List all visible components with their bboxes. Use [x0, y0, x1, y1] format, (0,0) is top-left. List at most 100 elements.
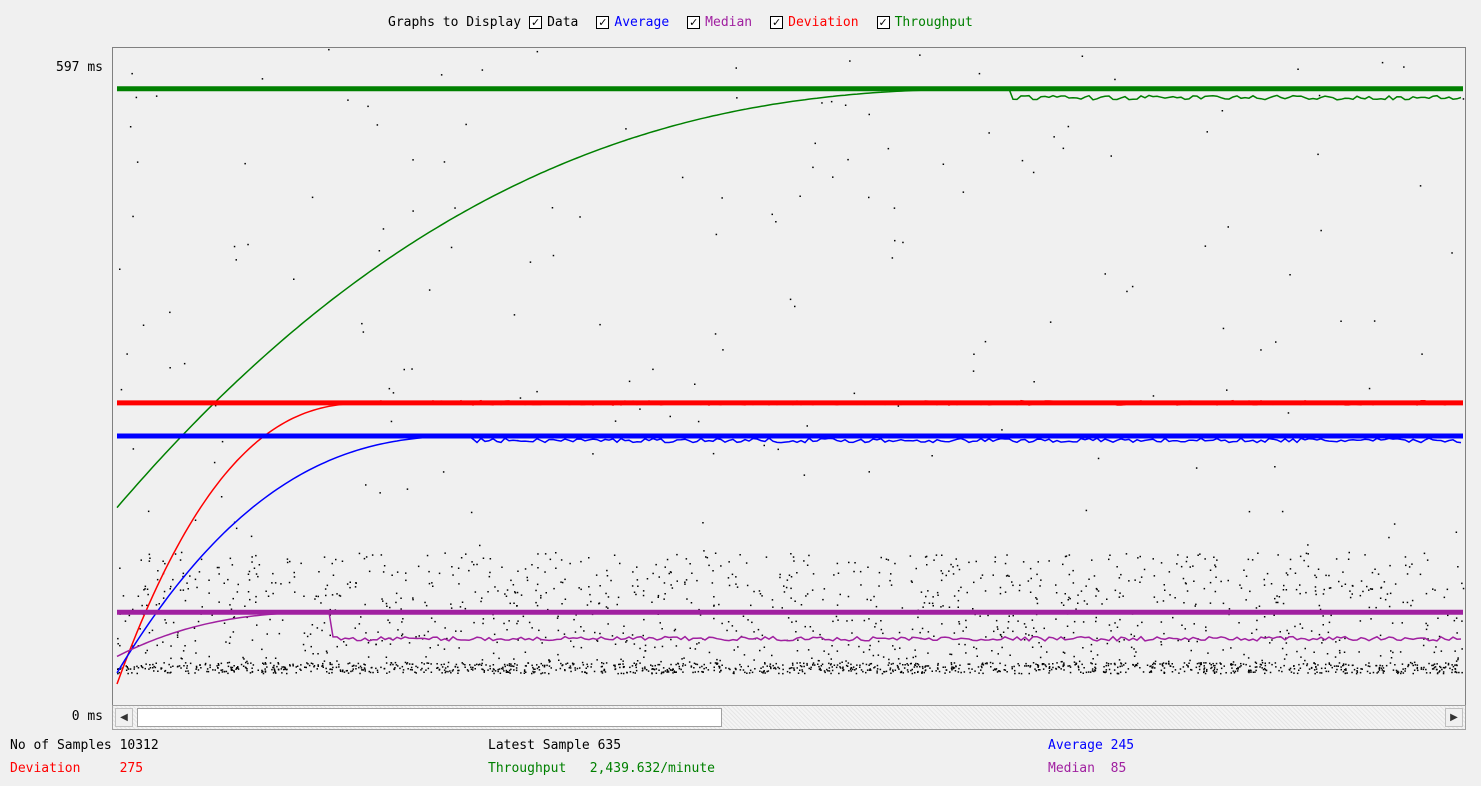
data-point [307, 663, 309, 665]
legend-item-throughput[interactable]: ✓ Throughput [876, 15, 973, 30]
data-point [974, 670, 976, 672]
data-point [1213, 672, 1216, 674]
scrollbar-thumb[interactable] [137, 708, 722, 727]
data-point [200, 667, 202, 669]
data-point [933, 559, 935, 561]
data-point [149, 667, 152, 669]
data-point [841, 661, 843, 663]
data-point [1018, 589, 1021, 592]
data-point [1057, 666, 1060, 668]
data-point [898, 631, 901, 634]
data-point [885, 670, 888, 673]
data-point [1006, 671, 1008, 673]
data-point [272, 672, 275, 674]
data-point [1058, 666, 1061, 669]
data-point [1407, 663, 1410, 666]
data-point [230, 608, 233, 610]
data-point [1049, 321, 1052, 323]
data-point [1110, 630, 1112, 632]
data-point [389, 664, 392, 666]
data-point [511, 665, 514, 667]
data-point [257, 575, 259, 578]
data-point [892, 670, 894, 673]
data-point [322, 666, 324, 668]
data-checkbox[interactable]: ✓ [529, 15, 543, 29]
data-point [1323, 588, 1325, 591]
data-point [1128, 580, 1130, 582]
data-point [964, 643, 966, 646]
data-point [339, 670, 342, 672]
horizontal-scrollbar[interactable]: ◀ ▶ [112, 705, 1466, 730]
data-point [264, 668, 266, 670]
data-point [837, 572, 840, 574]
data-point [508, 671, 510, 673]
data-point [1149, 670, 1152, 673]
data-point [875, 622, 877, 625]
legend-item-deviation[interactable]: ✓ Deviation [770, 15, 859, 30]
data-point [146, 588, 149, 590]
data-point [1228, 608, 1231, 610]
data-point [329, 662, 331, 664]
data-point [992, 662, 994, 665]
data-point [995, 668, 998, 670]
data-point [975, 560, 977, 563]
data-point [788, 667, 791, 670]
median-checkbox[interactable]: ✓ [687, 15, 701, 29]
data-point [1461, 582, 1463, 585]
data-point [144, 588, 146, 590]
data-point [929, 667, 931, 669]
data-point [796, 662, 798, 664]
data-point [1349, 590, 1351, 592]
data-point [129, 668, 132, 670]
data-point [405, 572, 407, 574]
data-point [955, 665, 957, 668]
data-point [1130, 633, 1132, 636]
data-point [782, 668, 784, 671]
legend-item-median[interactable]: ✓ Median [687, 15, 752, 30]
throughput-checkbox[interactable]: ✓ [876, 15, 890, 29]
data-point [757, 628, 760, 631]
scroll-left-arrow-icon[interactable]: ◀ [115, 708, 133, 727]
data-point [424, 601, 426, 604]
data-point [1125, 553, 1128, 555]
data-point [544, 664, 546, 667]
data-point [1440, 650, 1443, 652]
legend-item-data[interactable]: ✓ Data [529, 15, 578, 30]
data-point [1024, 665, 1026, 667]
average-checkbox[interactable]: ✓ [596, 15, 610, 29]
data-point [1285, 642, 1288, 644]
data-point [1215, 671, 1218, 673]
data-point [980, 669, 982, 671]
data-point [1397, 671, 1400, 673]
data-point [1280, 666, 1282, 669]
data-point [1265, 669, 1268, 672]
throughput-stat-label: Throughput [488, 761, 567, 776]
scroll-right-arrow-icon[interactable]: ▶ [1445, 708, 1463, 727]
data-point [300, 664, 302, 666]
data-point [1299, 623, 1301, 625]
data-point [223, 670, 226, 673]
data-point [1461, 671, 1463, 674]
data-point [913, 666, 916, 668]
data-point [1134, 665, 1136, 668]
data-point [379, 492, 381, 494]
data-point [1411, 662, 1413, 665]
data-point [911, 581, 913, 583]
data-point [214, 404, 217, 407]
data-point [670, 571, 672, 574]
data-point [231, 564, 234, 566]
data-point [1273, 614, 1275, 616]
legend-item-average[interactable]: ✓ Average [596, 15, 669, 30]
data-point [170, 585, 172, 588]
data-point [457, 567, 460, 569]
data-point [1419, 573, 1422, 576]
data-point [401, 634, 403, 637]
data-point [795, 620, 797, 623]
data-point [777, 448, 779, 451]
data-point [1327, 670, 1330, 673]
data-point [1436, 663, 1438, 665]
data-point [1283, 658, 1286, 660]
data-point [978, 672, 980, 674]
deviation-checkbox[interactable]: ✓ [770, 15, 784, 29]
data-point [967, 663, 969, 665]
